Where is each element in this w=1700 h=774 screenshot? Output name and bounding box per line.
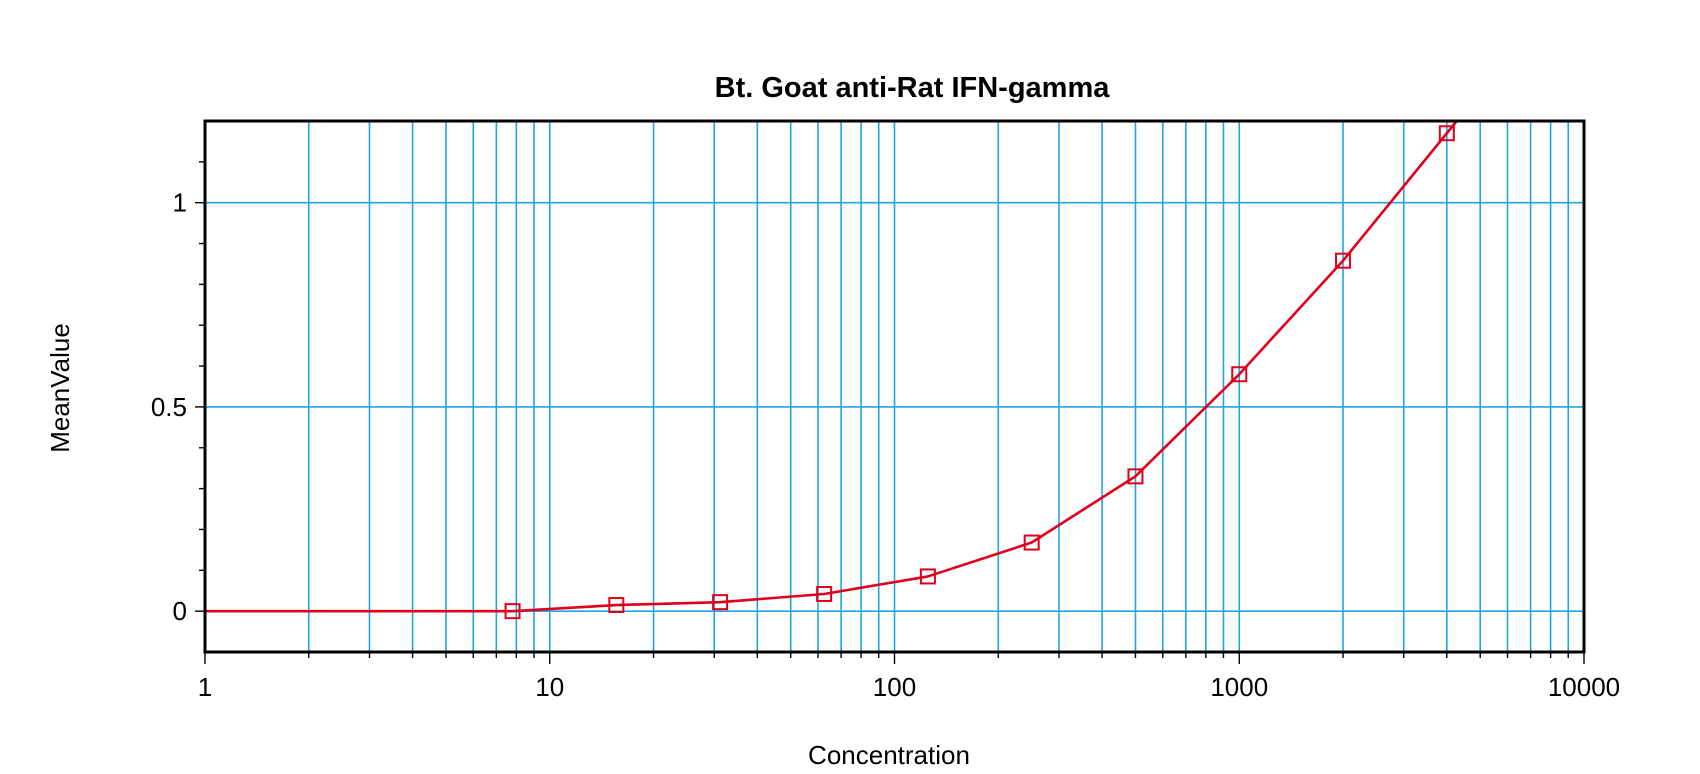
- y-tick-label: 0: [173, 596, 187, 626]
- grid-lines: [205, 121, 1584, 652]
- data-points-layer: [504, 125, 1455, 620]
- x-tick-label: 1: [198, 672, 212, 702]
- data-point-marker: [1335, 252, 1352, 269]
- data-point-marker: [1023, 534, 1040, 551]
- fit-curve-layer: [205, 120, 1458, 613]
- y-tick-label: 0.5: [151, 392, 187, 422]
- y-axis-label: MeanValue: [45, 323, 75, 453]
- x-tick-label: 10: [535, 672, 564, 702]
- y-axis-ticks: 00.51: [151, 161, 205, 626]
- data-point-marker: [1127, 468, 1144, 485]
- data-point-marker: [919, 568, 936, 585]
- data-point-marker: [608, 597, 625, 614]
- data-point-marker: [504, 603, 521, 620]
- x-tick-label: 100: [873, 672, 916, 702]
- x-axis-label: Concentration: [808, 740, 970, 770]
- chart-title: Bt. Goat anti-Rat IFN-gamma: [715, 72, 1111, 104]
- data-point-marker: [712, 594, 729, 611]
- x-tick-label: 1000: [1210, 672, 1268, 702]
- y-tick-label: 1: [173, 188, 187, 218]
- x-tick-label: 10000: [1548, 672, 1620, 702]
- data-point-marker: [1231, 366, 1248, 383]
- x-axis-ticks: 1 10 100 1000 10000: [198, 652, 1620, 702]
- data-point-marker: [1438, 125, 1455, 142]
- data-point-marker: [816, 585, 833, 602]
- fit-curve: [205, 120, 1458, 613]
